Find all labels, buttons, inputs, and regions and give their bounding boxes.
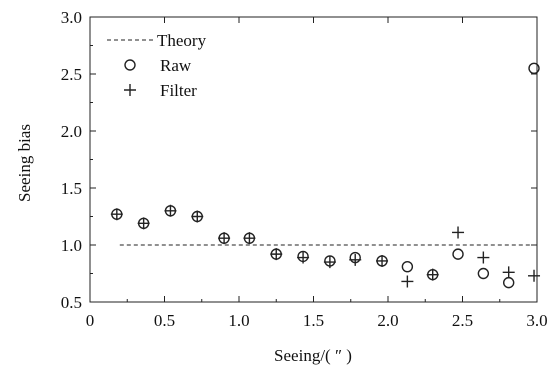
filter-point (426, 268, 439, 281)
raw-point (452, 248, 464, 260)
y-tick-label: 1.5 (61, 179, 82, 198)
legend-raw-label: Raw (160, 56, 192, 75)
filter-point (164, 204, 177, 217)
filter-point (528, 269, 541, 282)
legend: Theory Raw Filter (107, 31, 207, 100)
x-axis-ticks: 0 0.5 1.0 1.5 2.0 2.5 3.0 (86, 17, 548, 330)
filter-point (218, 232, 231, 245)
legend-raw-swatch (124, 59, 136, 71)
filter-point (191, 210, 204, 223)
legend-filter-swatch (124, 84, 136, 96)
raw-point (477, 267, 490, 280)
filter-point (502, 266, 515, 279)
filter-point (323, 256, 336, 269)
filter-point (110, 208, 123, 221)
filter-point (137, 217, 150, 230)
filter-point (297, 251, 310, 264)
plot-frame (89, 16, 538, 303)
x-tick-label: 3.0 (526, 311, 547, 330)
legend-theory-label: Theory (157, 31, 207, 50)
y-tick-label: 2.0 (61, 122, 82, 141)
plot-frame-group (89, 16, 538, 303)
data-series (110, 62, 541, 289)
x-tick-label: 2.0 (377, 311, 398, 330)
raw-point (401, 260, 414, 273)
y-axis-title: Seeing bias (15, 124, 34, 202)
filter-point (270, 248, 283, 261)
y-axis-ticks: 0.5 1.0 1.5 2.0 2.5 3.0 (61, 8, 537, 312)
filter-point (401, 275, 414, 288)
y-tick-label: 1.0 (61, 236, 82, 255)
x-tick-label: 0.5 (154, 311, 175, 330)
x-tick-label: 2.5 (452, 311, 473, 330)
x-tick-label: 1.0 (228, 311, 249, 330)
filter-point (452, 226, 465, 239)
y-tick-label: 2.5 (61, 65, 82, 84)
filter-point (243, 232, 256, 245)
raw-point (528, 62, 540, 75)
filter-point (349, 253, 362, 266)
y-tick-label: 3.0 (61, 8, 82, 27)
x-tick-label: 0 (86, 311, 95, 330)
x-tick-label: 1.5 (303, 311, 324, 330)
raw-point (502, 276, 515, 289)
filter-point (477, 251, 490, 264)
x-axis-title: Seeing/( ″ ) (274, 346, 352, 365)
y-tick-label: 0.5 (61, 293, 82, 312)
filter-point (376, 254, 389, 267)
legend-filter-label: Filter (160, 81, 197, 100)
